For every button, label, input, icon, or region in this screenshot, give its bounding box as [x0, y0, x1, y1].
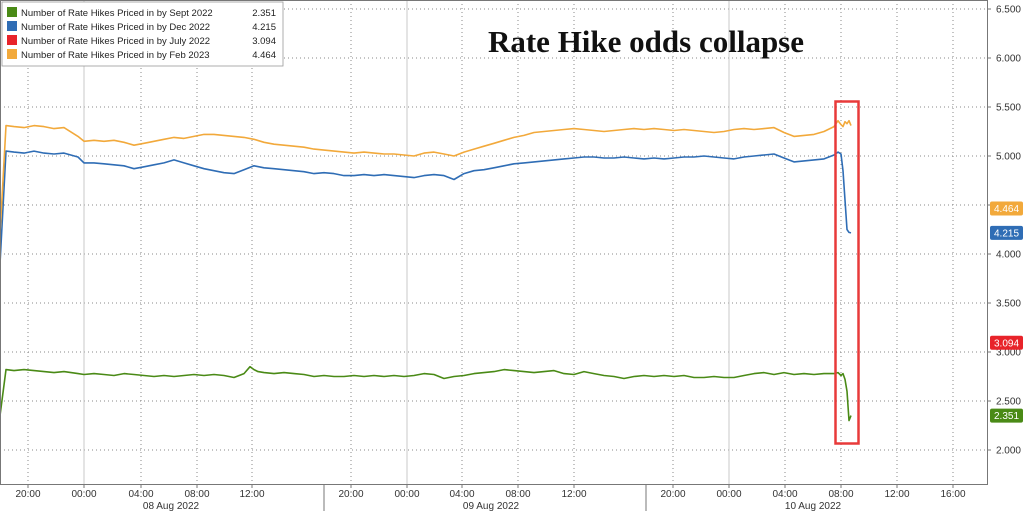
last-value-tag-bg — [990, 201, 1023, 216]
highlight-box — [834, 100, 860, 445]
value-tags: 2.351 4.215 3.094 4.464 — [990, 201, 1023, 423]
y-tick-label: 6.000 — [996, 54, 1021, 65]
x-tick-label: 08:00 — [184, 489, 209, 500]
x-tick-label: 16:00 — [940, 489, 965, 500]
legend-value: 3.094 — [252, 36, 276, 47]
legend-label: Number of Rate Hikes Priced in by July 2… — [21, 36, 210, 47]
y-tick-label: 5.000 — [996, 152, 1021, 163]
series-line — [0, 150, 852, 264]
last-value-tag: 3.094 — [990, 335, 1023, 350]
last-value-tag-bg — [990, 408, 1023, 423]
x-date-label: 09 Aug 2022 — [463, 501, 520, 511]
last-value-tag: 4.215 — [990, 225, 1023, 240]
x-tick-label: 04:00 — [449, 489, 474, 500]
x-tick-label: 08:00 — [828, 489, 853, 500]
last-value-tag-text: 3.094 — [994, 338, 1019, 349]
legend-value: 4.215 — [252, 22, 276, 33]
last-value-tag-text: 4.215 — [994, 228, 1019, 239]
series-layer — [0, 119, 852, 422]
chart-title: Rate Hike odds collapse — [488, 24, 804, 59]
x-date-label: 08 Aug 2022 — [143, 501, 200, 511]
y-tick-label: 5.500 — [996, 103, 1021, 114]
legend-swatch — [7, 7, 17, 17]
legend-label: Number of Rate Hikes Priced in by Sept 2… — [21, 8, 213, 19]
last-value-tag: 4.464 — [990, 201, 1023, 216]
legend-label: Number of Rate Hikes Priced in by Dec 20… — [21, 22, 210, 33]
last-value-tag-text: 4.464 — [994, 204, 1019, 215]
x-tick-label: 12:00 — [561, 489, 586, 500]
y-tick-label: 2.500 — [996, 397, 1021, 408]
last-value-tag: 2.351 — [990, 408, 1023, 423]
legend-value: 4.464 — [252, 50, 276, 61]
x-tick-label: 20:00 — [15, 489, 40, 500]
x-tick-label: 12:00 — [884, 489, 909, 500]
y-tick-label: 3.000 — [996, 348, 1021, 359]
last-value-tag-bg — [990, 335, 1023, 350]
y-tick-label: 4.000 — [996, 250, 1021, 261]
x-axis: 20:00 00:00 04:00 08:00 12:00 20:00 00:00 04:00… — [15, 484, 966, 511]
x-tick-label: 20:00 — [660, 489, 685, 500]
legend: Number of Rate Hikes Priced in by Sept 2… — [1, 1, 284, 67]
x-tick-label: 00:00 — [71, 489, 96, 500]
x-tick-label: 20:00 — [338, 489, 363, 500]
y-tick-label: 6.500 — [996, 5, 1021, 16]
legend-label: Number of Rate Hikes Priced in by Feb 20… — [21, 50, 210, 61]
plot-frame — [0, 0, 988, 485]
x-tick-label: 04:00 — [128, 489, 153, 500]
y-tick-label: 2.000 — [996, 446, 1021, 457]
legend-swatch — [7, 49, 17, 59]
series-line — [0, 365, 852, 422]
x-tick-label: 12:00 — [239, 489, 264, 500]
x-tick-label: 04:00 — [772, 489, 797, 500]
last-value-tag-bg — [990, 225, 1023, 240]
y-tick-label: 3.500 — [996, 299, 1021, 310]
last-value-tag-text: 2.351 — [994, 411, 1019, 422]
series-line — [0, 119, 852, 235]
x-date-label: 10 Aug 2022 — [785, 501, 842, 511]
x-tick-label: 08:00 — [505, 489, 530, 500]
legend-swatch — [7, 21, 17, 31]
legend-swatch — [7, 35, 17, 45]
legend-value: 2.351 — [252, 8, 276, 19]
x-tick-label: 00:00 — [394, 489, 419, 500]
x-tick-label: 00:00 — [716, 489, 741, 500]
legend-box — [1, 1, 284, 67]
